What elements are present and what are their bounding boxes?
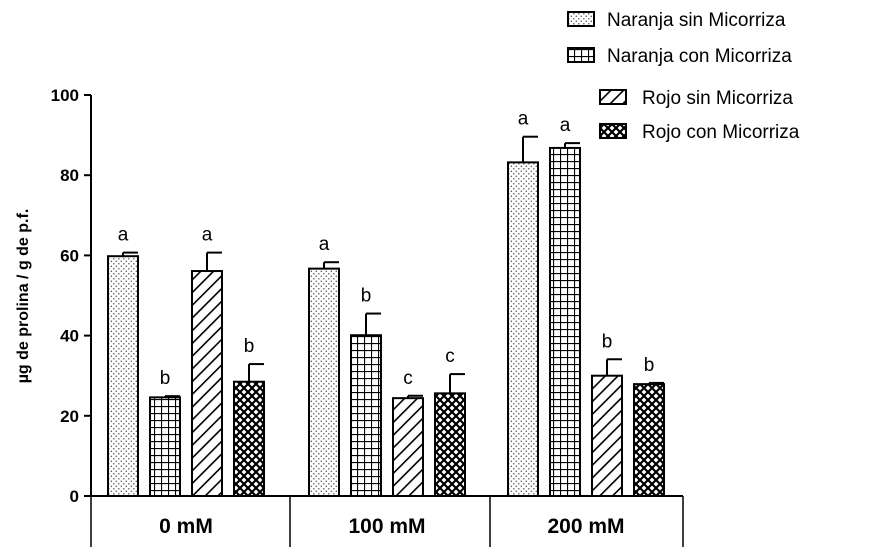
legend-swatch	[599, 123, 627, 139]
bar	[308, 267, 340, 497]
y-tick-label: 80	[60, 166, 79, 185]
significance-label: a	[118, 225, 129, 246]
x-category-label: 0 mM	[159, 515, 213, 538]
y-tick-label: 0	[70, 487, 79, 506]
significance-label: a	[518, 109, 529, 130]
bar	[191, 270, 223, 497]
significance-label: b	[160, 368, 171, 389]
bar	[549, 146, 581, 497]
bar	[107, 255, 139, 497]
bar	[233, 380, 265, 497]
bar	[392, 397, 424, 498]
significance-label: a	[319, 234, 330, 255]
significance-label: b	[644, 355, 655, 376]
significance-label: c	[445, 346, 455, 367]
y-tick-label: 40	[60, 327, 79, 346]
bar	[434, 392, 466, 497]
significance-label: a	[560, 115, 571, 136]
significance-label: c	[403, 368, 413, 389]
bar	[633, 383, 665, 497]
legend-label: Naranja sin Micorriza	[607, 10, 786, 31]
legend-label: Rojo con Micorriza	[642, 122, 800, 143]
bar	[350, 334, 382, 497]
legend-swatch	[599, 89, 627, 105]
y-tick-label: 60	[60, 246, 79, 265]
bar	[591, 374, 623, 498]
legend-swatch	[567, 11, 595, 27]
significance-label: b	[361, 286, 372, 307]
significance-label: b	[602, 331, 613, 352]
legend-label: Naranja con Micorriza	[607, 46, 792, 67]
legend-swatch	[567, 47, 595, 63]
y-tick-label: 100	[51, 86, 79, 105]
bar	[507, 161, 539, 497]
bar	[149, 396, 181, 498]
significance-label: b	[244, 336, 255, 357]
y-axis-title: µg de prolina / g de p.f.	[15, 209, 32, 384]
x-category-label: 100 mM	[348, 515, 425, 538]
x-category-label: 200 mM	[547, 515, 624, 538]
legend-label: Rojo sin Micorriza	[642, 88, 793, 109]
significance-label: a	[202, 225, 213, 246]
y-tick-label: 20	[60, 407, 79, 426]
